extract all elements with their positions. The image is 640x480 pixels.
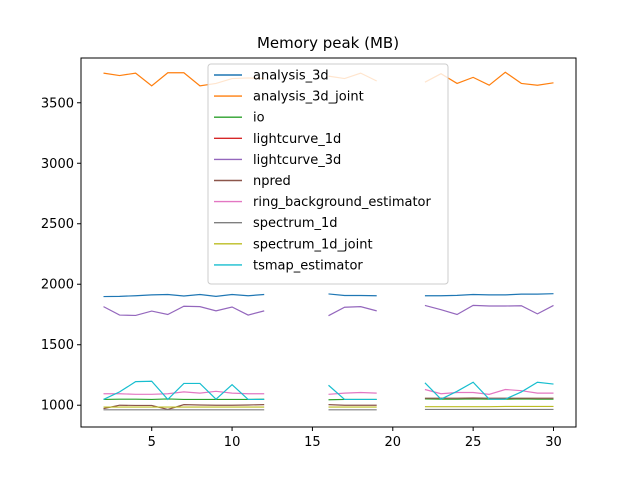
series-line-lightcurve_3d-segment-1 <box>103 305 265 317</box>
legend-entry-spectrum_1d: spectrum_1d <box>214 216 338 231</box>
series-layer <box>103 71 554 411</box>
series-line-npred-segment-1 <box>103 404 265 411</box>
y-tick-label: 2500 <box>41 217 74 232</box>
legend-label: lightcurve_1d <box>253 132 341 147</box>
legend-label: npred <box>253 174 291 189</box>
series-line-ring_background_estimator-segment-1 <box>103 390 265 395</box>
y-tick-label: 2000 <box>41 278 74 293</box>
x-tick-label: 15 <box>304 435 321 450</box>
x-tick-label: 25 <box>465 435 482 450</box>
series-line-lightcurve_3d-segment-2 <box>328 306 377 317</box>
y-tick-label: 1000 <box>41 399 74 414</box>
axes-layer: 5 10 15 20 25 30 1000 1500 2000 2500 3000 3500 <box>41 57 577 450</box>
series-line-ring_background_estimator-segment-3 <box>424 388 554 395</box>
y-tick-label: 1500 <box>41 338 74 353</box>
series-line-tsmap_estimator-segment-2 <box>328 384 377 401</box>
x-tick-label: 20 <box>385 435 402 450</box>
legend-label: analysis_3d <box>253 69 329 84</box>
chart-title: Memory peak (MB) <box>257 34 399 52</box>
legend-entry-analysis_3d_joint: analysis_3d_joint <box>214 90 364 105</box>
series-tsmap_estimator <box>103 380 554 401</box>
legend-label: tsmap_estimator <box>253 258 363 273</box>
legend-box <box>207 63 449 285</box>
plot-frame <box>80 57 577 428</box>
y-tick-label: 3000 <box>41 157 74 172</box>
series-line-lightcurve_3d-segment-3 <box>424 304 554 316</box>
series-line-ring_background_estimator-segment-2 <box>328 391 377 395</box>
series-ring_background_estimator <box>103 388 554 395</box>
series-analysis_3d <box>103 293 554 298</box>
x-tick-label: 5 <box>148 435 156 450</box>
legend-entry-lightcurve_1d: lightcurve_1d <box>214 132 341 147</box>
legend-entry-spectrum_1d_joint: spectrum_1d_joint <box>214 237 373 252</box>
series-line-analysis_3d-segment-1 <box>103 293 265 298</box>
legend-label: io <box>253 111 265 126</box>
series-lightcurve_3d <box>103 304 554 317</box>
legend-entry-ring_background_estimator: ring_background_estimator <box>214 195 431 210</box>
series-spectrum_1d_joint <box>103 405 554 408</box>
x-tick-label: 30 <box>545 435 562 450</box>
legend-entry-io: io <box>214 111 265 126</box>
legend-label: lightcurve_3d <box>253 153 341 168</box>
x-tick-label: 10 <box>224 435 241 450</box>
legend-entry-lightcurve_3d: lightcurve_3d <box>214 153 341 168</box>
legend-label: ring_background_estimator <box>253 195 431 210</box>
y-tick-label: 3500 <box>41 96 74 111</box>
series-line-tsmap_estimator-segment-1 <box>103 380 265 401</box>
series-line-analysis_3d-segment-3 <box>424 293 554 297</box>
series-line-analysis_3d-segment-2 <box>328 293 377 297</box>
series-npred <box>103 397 554 411</box>
legend-entry-npred: npred <box>214 174 291 189</box>
legend-entry-tsmap_estimator: tsmap_estimator <box>214 258 363 273</box>
legend-label: analysis_3d_joint <box>253 90 364 105</box>
legend-label: spectrum_1d_joint <box>253 237 373 252</box>
series-line-npred-segment-2 <box>328 404 377 406</box>
legend-label: spectrum_1d <box>253 216 338 231</box>
legend-entry-analysis_3d: analysis_3d <box>214 69 329 84</box>
series-line-tsmap_estimator-segment-3 <box>424 381 554 400</box>
